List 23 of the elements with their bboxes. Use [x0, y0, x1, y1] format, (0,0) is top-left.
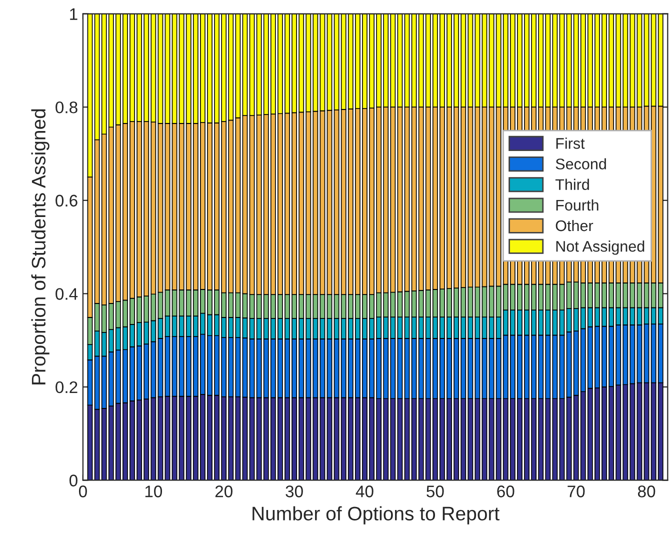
x-tick-label: 20 — [215, 486, 232, 498]
x-tick-label: 10 — [145, 486, 162, 498]
x-tick-label: 30 — [286, 486, 303, 498]
legend-label: Fourth — [556, 199, 598, 211]
legend-label: Second — [556, 158, 606, 170]
y-tick-label: 0.4 — [56, 288, 78, 300]
legend-label: Not Assigned — [556, 240, 644, 255]
y-tick-label: 0.6 — [56, 194, 78, 207]
x-axis-title: Number of Options to Report — [252, 506, 500, 524]
legend-label: Other — [556, 220, 594, 232]
x-tick-label: 70 — [568, 486, 585, 498]
x-tick-label: 40 — [356, 486, 374, 498]
x-tick-label: 60 — [497, 486, 514, 498]
y-tick-label: 0.2 — [56, 381, 78, 394]
x-tick-label: 80 — [638, 486, 656, 498]
y-tick-label: 0 — [69, 474, 78, 486]
x-tick-label: 50 — [426, 486, 444, 498]
legend-label: Third — [555, 178, 589, 190]
y-tick-label: 0.8 — [56, 101, 78, 114]
legend-label: First — [556, 138, 585, 149]
y-axis-title: Proportion of Students Assigned — [31, 109, 50, 384]
x-tick-label: 0 — [78, 486, 87, 498]
y-tick-label: 1 — [70, 8, 78, 20]
